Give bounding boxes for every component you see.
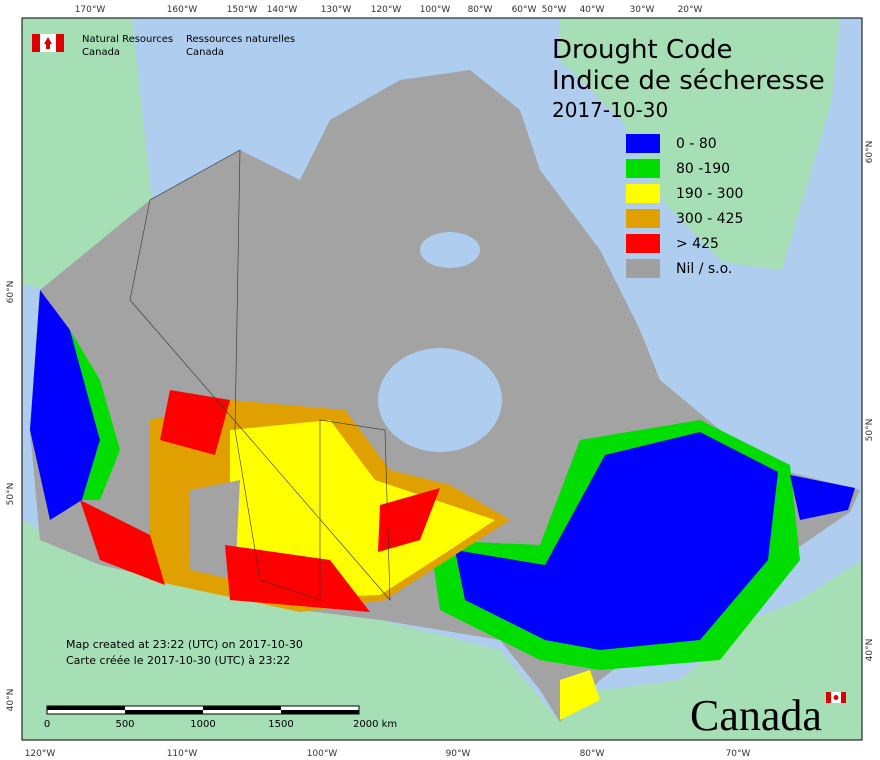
lon-label: 160°W bbox=[167, 5, 198, 15]
lon-label: 50°W bbox=[542, 5, 567, 15]
title-en: Drought Code bbox=[552, 35, 733, 65]
channel bbox=[420, 232, 480, 268]
lon-label: 120°W bbox=[25, 749, 56, 759]
org-fr: Ressources naturelles bbox=[186, 34, 295, 45]
org-en: Natural Resources bbox=[82, 34, 173, 45]
org-en: Canada bbox=[82, 47, 120, 58]
scale-label: 500 bbox=[115, 719, 134, 730]
lon-label: 120°W bbox=[371, 5, 402, 15]
credit: Map created at 23:22 (UTC) on 2017-10-30 bbox=[66, 638, 303, 651]
lat-label: 50°N bbox=[865, 419, 875, 442]
legend-swatch bbox=[626, 259, 660, 278]
legend-swatch bbox=[626, 209, 660, 228]
lon-label: 20°W bbox=[678, 5, 703, 15]
lon-label: 110°W bbox=[167, 749, 198, 759]
lat-label: 40°N bbox=[6, 689, 16, 712]
legend-label: 0 - 80 bbox=[676, 136, 717, 152]
zone-red-mb bbox=[378, 488, 440, 552]
legend-swatch bbox=[626, 159, 660, 178]
lon-label: 130°W bbox=[321, 5, 352, 15]
lon-label: 30°W bbox=[630, 5, 655, 15]
legend-label: 300 - 425 bbox=[676, 211, 743, 227]
flag-bar bbox=[32, 34, 40, 52]
scale-label: 0 bbox=[44, 719, 50, 730]
nrcan-header: Natural Resources Canada Ressources natu… bbox=[32, 34, 295, 58]
lon-label: 80°W bbox=[580, 749, 605, 759]
lon-label: 150°W bbox=[227, 5, 258, 15]
legend-swatch bbox=[626, 184, 660, 203]
zone-red-north bbox=[160, 390, 230, 455]
legend-label: Nil / s.o. bbox=[676, 261, 732, 277]
lon-label: 140°W bbox=[267, 5, 298, 15]
hudson-bay bbox=[378, 348, 502, 452]
legend-label: 190 - 300 bbox=[676, 186, 743, 202]
zone-blue bbox=[455, 432, 778, 650]
title-fr: Indice de sécheresse bbox=[552, 66, 825, 96]
legend-label: 80 -190 bbox=[676, 161, 730, 177]
legend-swatch bbox=[626, 134, 660, 153]
wm-flag-bar bbox=[826, 692, 831, 703]
lon-label: 100°W bbox=[420, 5, 451, 15]
lat-label: 60°N bbox=[865, 141, 875, 164]
lon-label: 170°W bbox=[75, 5, 106, 15]
greenland bbox=[560, 18, 840, 270]
legend-swatch bbox=[626, 234, 660, 253]
wm-flag-bar bbox=[841, 692, 846, 703]
org-fr: Canada bbox=[186, 47, 224, 58]
borders bbox=[129, 149, 391, 601]
scale-bar bbox=[46, 705, 360, 715]
flag-bar bbox=[56, 34, 64, 52]
zone-red-bc bbox=[80, 500, 165, 585]
alaska bbox=[22, 18, 152, 290]
lon-label: 80°W bbox=[468, 5, 493, 15]
scale-seg bbox=[203, 706, 281, 710]
zone-blue-coast bbox=[30, 290, 100, 520]
zone-yellow bbox=[230, 420, 495, 600]
usa bbox=[22, 520, 862, 740]
scale-label: 1000 bbox=[190, 719, 215, 730]
credit: Carte créée le 2017-10-30 (UTC) à 23:22 bbox=[66, 654, 290, 667]
zone-yellow-on bbox=[560, 670, 600, 720]
scale-seg bbox=[125, 710, 203, 714]
legend: 0 - 80 80 -190 190 - 300 300 - 425 > 425 Nil … bbox=[626, 134, 743, 278]
scale-label: 1500 bbox=[268, 719, 293, 730]
zone-green-coast bbox=[70, 330, 120, 500]
lat-label: 40°N bbox=[865, 639, 875, 662]
scale-label: 2000 km bbox=[353, 719, 397, 730]
basemap bbox=[22, 18, 862, 740]
wordmark-text: Canada bbox=[690, 691, 822, 740]
lon-label: 100°W bbox=[307, 749, 338, 759]
wm-flag-leaf bbox=[833, 695, 839, 700]
lon-label: 60°W bbox=[512, 5, 537, 15]
flag-leaf bbox=[44, 37, 52, 49]
title-date: 2017-10-30 bbox=[552, 98, 668, 122]
lat-label: 60°N bbox=[6, 281, 16, 304]
zone-red-south bbox=[225, 545, 370, 612]
lat-label: 50°N bbox=[6, 483, 16, 506]
lon-label: 40°W bbox=[580, 5, 605, 15]
legend-label: > 425 bbox=[676, 236, 719, 252]
graticule-labels: 170°W 160°W 150°W 140°W 130°W 120°W 100°W 80°W 6… bbox=[6, 5, 875, 759]
lon-label: 90°W bbox=[446, 749, 471, 759]
scale-seg bbox=[47, 706, 125, 710]
scale-labels: 0 500 1000 1500 2000 km bbox=[44, 719, 397, 730]
map-border bbox=[21, 17, 863, 741]
scale-seg bbox=[281, 710, 359, 714]
wordmark: Canada bbox=[690, 691, 846, 740]
zone-blue-nl bbox=[790, 475, 855, 520]
lon-label: 70°W bbox=[726, 749, 751, 759]
